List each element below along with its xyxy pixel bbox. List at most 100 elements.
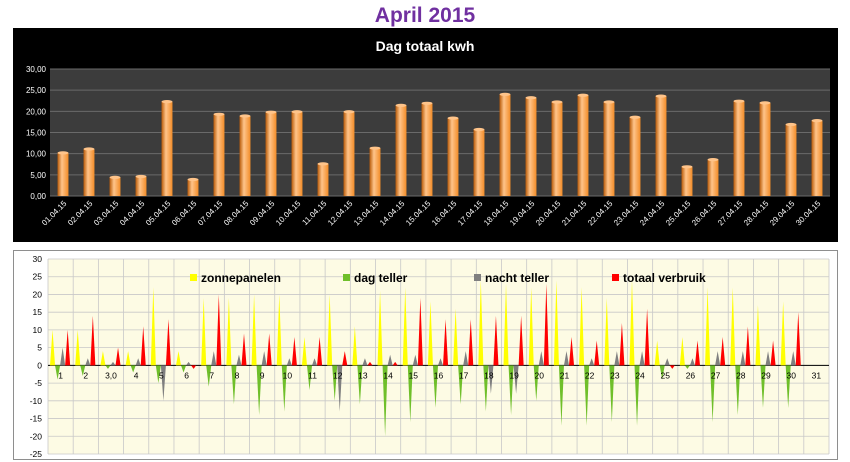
bottom-y-tick-label: -10 [30,396,43,406]
top-x-tick-label: 15.04.15 [404,199,433,228]
top-x-tick-label: 14.04.15 [378,199,407,228]
bottom-x-tick-label: 12 [333,370,343,380]
bottom-bar-totaal-verbruik [140,326,146,366]
bottom-bar-totaal-verbruik [443,319,449,366]
bottom-y-tick-label: -25 [30,449,43,459]
top-bar [83,149,95,196]
bottom-bar-zonnepanelen [50,329,56,366]
bottom-bar-dag-teller [584,365,590,426]
bottom-bar-nacht-teller [513,365,519,394]
top-chart-title: Dag totaal kwh [376,38,475,54]
top-x-tick-label: 25.04.15 [664,199,693,228]
top-x-tick-label: 23.04.15 [612,199,641,228]
top-y-tick-label: 30,00 [26,65,47,74]
bottom-bar-nacht-teller [312,358,318,366]
bottom-bar-dag-teller [407,365,413,423]
bottom-bar-zonnepanelen [604,298,610,366]
bottom-x-tick-label: 27 [711,370,721,380]
bottom-bar-zonnepanelen [201,298,207,366]
bottom-bar-dag-teller [332,365,338,401]
top-bar [187,179,199,196]
top-bar-cap [343,110,355,114]
top-x-tick-label: 10.04.15 [274,199,303,228]
top-bar-cap [57,151,69,155]
top-x-tick-label: 17.04.15 [456,199,485,228]
top-bar [759,102,771,196]
bottom-bar-dag-teller [785,365,791,408]
bottom-bar-nacht-teller [639,351,645,366]
bottom-x-tick-label: 28 [736,370,746,380]
bottom-bar-dag-teller [382,365,388,437]
top-y-tick-label: 20,00 [26,107,47,116]
top-x-tick-label: 11.04.15 [300,199,328,227]
bottom-y-tick-label: 30 [33,254,43,264]
bottom-bar-zonnepanelen [503,283,509,366]
top-bar-cap [603,100,615,104]
bottom-bar-totaal-verbruik [90,315,96,366]
bottom-y-tick-label: 5 [37,343,42,353]
bottom-bar-dag-teller [558,365,564,426]
bottom-bar-nacht-teller [715,351,721,366]
bottom-bar-totaal-verbruik [165,319,171,366]
bottom-bar-totaal-verbruik [417,298,423,366]
bottom-bar-totaal-verbruik [795,312,801,366]
bottom-bar-totaal-verbruik [720,337,726,366]
bottom-bar-zonnepanelen [150,287,156,366]
bottom-bar-dag-teller [684,365,690,369]
top-bar [707,159,719,196]
bottom-bar-zonnepanelen [75,329,81,366]
top-bar [421,103,433,196]
top-y-tick-label: 25,00 [26,86,47,95]
bottom-bar-zonnepanelen [679,337,685,366]
bottom-bar-nacht-teller [538,351,544,366]
bottom-bar-totaal-verbruik [266,333,272,366]
bottom-bar-zonnepanelen [251,294,257,366]
bottom-x-tick-label: 3,0 [105,370,117,380]
top-x-tick-label: 07.04.15 [196,199,225,228]
bottom-bar-nacht-teller [614,351,620,366]
top-bar-cap [187,177,199,182]
bottom-bar-dag-teller [281,365,287,412]
bottom-x-tick-label: 9 [260,370,265,380]
top-bar-cap [655,94,667,98]
bottom-bar-nacht-teller [664,358,670,366]
bottom-x-tick-label: 30 [786,370,796,380]
bottom-x-tick-label: 22 [585,370,595,380]
bottom-bar-zonnepanelen [654,340,660,366]
top-bar [681,166,693,196]
top-bar [577,95,589,196]
top-x-tick-label: 09.04.15 [248,199,277,228]
top-x-tick-label: 02.04.15 [66,199,95,228]
bottom-bar-dag-teller [306,365,313,391]
bottom-bar-dag-teller [130,365,136,373]
top-y-tick-label: 15,00 [26,129,47,138]
bottom-bar-nacht-teller [563,351,570,366]
top-bar [291,111,303,196]
bottom-y-tick-label: 0 [37,360,42,370]
bottom-bar-totaal-verbruik [216,294,222,366]
bottom-bar-dag-teller [256,365,262,415]
top-bar-cap [473,127,485,132]
bottom-bar-dag-teller [609,365,615,423]
bottom-bar-totaal-verbruik [115,347,121,366]
bottom-bar-dag-teller [181,365,187,373]
top-y-tick-label: 5,00 [30,171,46,180]
bottom-bar-nacht-teller [589,358,595,366]
bottom-x-tick-label: 15 [409,370,419,380]
bottom-bar-totaal-verbruik [317,337,323,366]
bottom-bar-totaal-verbruik [543,283,549,366]
bottom-bar-dag-teller [105,365,111,369]
legend-label: zonnepanelen [201,271,281,285]
bottom-bar-totaal-verbruik [619,322,625,366]
bottom-y-tick-label: 25 [33,272,43,282]
bottom-y-tick-label: -20 [30,431,43,441]
top-bar [369,148,381,196]
bottom-x-tick-label: 31 [812,370,822,380]
bottom-bar-totaal-verbruik [191,365,197,369]
bottom-bar-totaal-verbruik [644,308,650,366]
top-y-tick-label: 0,00 [30,192,46,201]
bottom-x-tick-label: 14 [383,370,393,380]
top-bar-cap [109,175,121,179]
bottom-bar-zonnepanelen [629,280,635,366]
